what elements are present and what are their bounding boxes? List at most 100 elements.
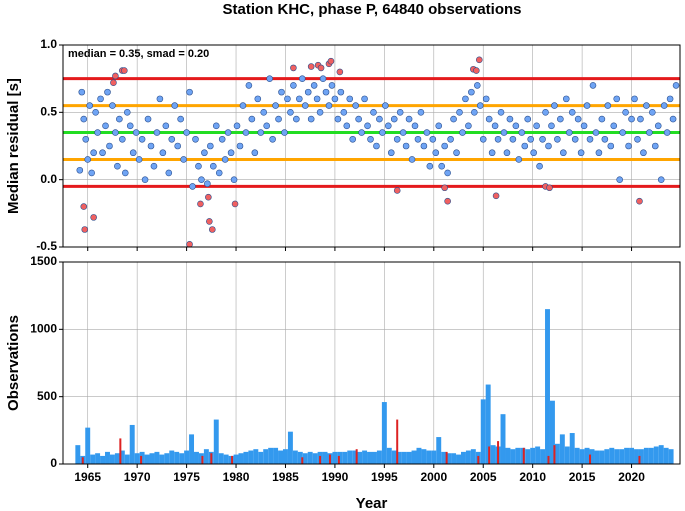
- plot-area: [75, 309, 674, 464]
- bar: [174, 451, 180, 464]
- point: [212, 122, 220, 130]
- point: [231, 200, 239, 208]
- bar: [480, 399, 486, 464]
- bar: [75, 445, 81, 464]
- point: [379, 129, 386, 136]
- bar: [406, 451, 412, 464]
- point: [619, 129, 626, 136]
- plot-frame: [62, 261, 681, 465]
- point: [224, 129, 232, 136]
- point: [138, 135, 146, 143]
- point: [646, 129, 653, 136]
- y-tick-label: 0.5: [40, 105, 57, 119]
- point: [254, 95, 262, 103]
- point: [506, 115, 514, 123]
- bar: [332, 451, 338, 464]
- x-tick-label: 2015: [569, 470, 596, 484]
- point: [607, 142, 615, 150]
- point: [119, 135, 126, 143]
- bar: [149, 453, 155, 464]
- bar: [579, 449, 585, 464]
- point: [527, 135, 534, 143]
- point: [485, 115, 493, 123]
- bar: [119, 450, 125, 464]
- point: [432, 149, 440, 157]
- point: [116, 115, 123, 123]
- point: [542, 109, 549, 116]
- bar: [386, 447, 392, 464]
- bar: [638, 455, 641, 464]
- point: [402, 142, 410, 150]
- x-tick-label: 2010: [519, 470, 546, 484]
- point: [450, 115, 457, 123]
- point: [441, 184, 448, 192]
- bar: [505, 447, 511, 464]
- point: [462, 95, 469, 103]
- point: [473, 82, 481, 89]
- point: [497, 109, 505, 116]
- point: [426, 162, 434, 170]
- bar: [159, 454, 165, 464]
- point: [479, 135, 487, 143]
- chart-title: Station KHC, phase P, 64840 observations: [223, 1, 522, 18]
- point: [298, 75, 306, 82]
- point: [574, 115, 582, 123]
- point: [628, 115, 635, 123]
- point: [110, 79, 117, 87]
- point: [352, 102, 359, 109]
- point: [165, 169, 173, 177]
- bar: [352, 450, 358, 464]
- point: [546, 184, 553, 192]
- point: [109, 102, 116, 109]
- bar: [134, 453, 140, 464]
- point: [592, 129, 600, 136]
- bar: [658, 445, 664, 464]
- point: [411, 122, 419, 130]
- point: [551, 102, 558, 109]
- bar: [263, 449, 269, 464]
- bar: [179, 453, 185, 464]
- bar: [362, 450, 368, 464]
- bar: [540, 449, 546, 464]
- point: [631, 95, 638, 103]
- bar: [553, 445, 556, 464]
- point: [385, 122, 392, 130]
- point: [663, 129, 671, 136]
- point: [438, 162, 446, 170]
- point: [209, 226, 216, 233]
- point: [281, 129, 288, 136]
- point: [186, 241, 193, 247]
- annotation: median = 0.35, smad = 0.20: [68, 48, 209, 60]
- point: [102, 122, 109, 130]
- point: [218, 135, 226, 143]
- point: [364, 122, 371, 130]
- point: [390, 115, 398, 123]
- point: [435, 122, 443, 130]
- point: [230, 176, 238, 183]
- plot-frame: [62, 44, 681, 248]
- point: [583, 102, 591, 109]
- point: [204, 180, 211, 188]
- bar: [653, 446, 659, 464]
- bar: [278, 450, 284, 464]
- point: [310, 82, 318, 89]
- point: [201, 149, 208, 157]
- point: [112, 72, 119, 80]
- point: [349, 135, 357, 143]
- point: [417, 109, 425, 116]
- bar: [85, 427, 91, 464]
- point: [562, 95, 570, 103]
- bar: [100, 455, 106, 464]
- point: [114, 162, 121, 170]
- bar: [431, 450, 437, 464]
- point: [515, 156, 523, 163]
- bar: [90, 454, 96, 464]
- bar: [515, 447, 521, 464]
- point: [660, 102, 668, 109]
- bar: [109, 454, 115, 464]
- point: [616, 176, 623, 183]
- bar: [328, 454, 331, 464]
- point: [233, 122, 241, 130]
- point: [595, 149, 603, 157]
- bar: [258, 451, 264, 464]
